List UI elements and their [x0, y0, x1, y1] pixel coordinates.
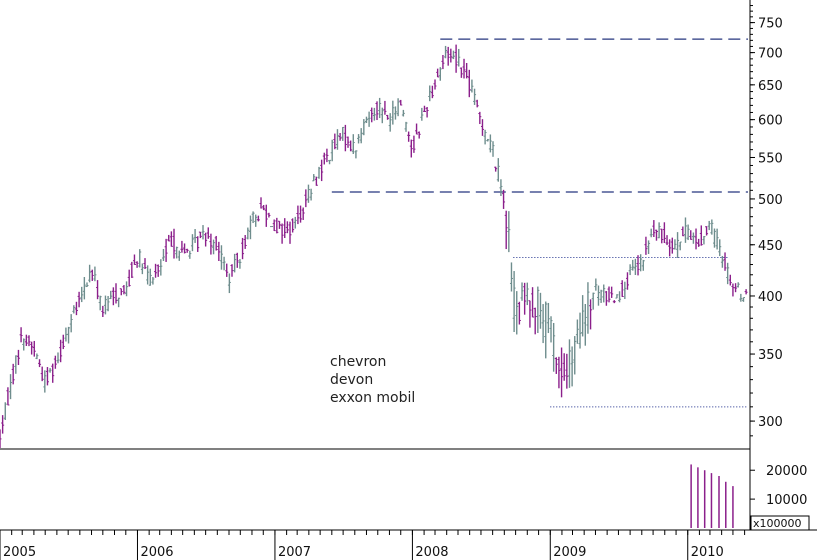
- price-tick-label: 650: [758, 79, 783, 94]
- price-tick-label: 350: [758, 348, 783, 363]
- chart-annotation: chevron devon exxon mobil: [330, 354, 415, 406]
- year-label: 2006: [140, 545, 173, 560]
- reference-lines: [331, 38, 748, 408]
- price-tick-label: 750: [758, 17, 783, 32]
- volume-bars: [690, 464, 734, 528]
- price-tick-label: 600: [758, 114, 783, 129]
- annotation-line-1: chevron: [330, 354, 386, 370]
- price-tick-label: 450: [758, 239, 783, 254]
- year-label: 2010: [691, 545, 724, 560]
- year-label: 2009: [553, 545, 586, 560]
- volume-multiplier-label: x100000: [753, 517, 802, 530]
- volume-tick-label: 10000: [766, 493, 807, 508]
- volume-axis-ticks: 10000 20000: [750, 464, 807, 508]
- price-axis-ticks: 300 350 400 450 500 550 600 650 700 750: [750, 5, 783, 437]
- price-tick-label: 500: [758, 193, 783, 208]
- volume-multiplier-box: [750, 515, 810, 531]
- year-label: 2007: [278, 545, 311, 560]
- price-tick-label: 400: [758, 290, 783, 305]
- annotation-line-3: exxon mobil: [330, 390, 415, 406]
- price-bars: [0, 44, 748, 449]
- axes: [0, 0, 817, 531]
- price-tick-label: 550: [758, 151, 783, 166]
- volume-tick-label: 20000: [766, 464, 807, 479]
- price-tick-label: 300: [758, 415, 783, 430]
- year-label: 2005: [3, 545, 36, 560]
- price-tick-label: 700: [758, 47, 783, 62]
- time-axis-ticks: 2005 2006 2007 2008 2009 2010: [0, 530, 746, 560]
- annotation-line-2: devon: [330, 372, 373, 388]
- year-label: 2008: [415, 545, 448, 560]
